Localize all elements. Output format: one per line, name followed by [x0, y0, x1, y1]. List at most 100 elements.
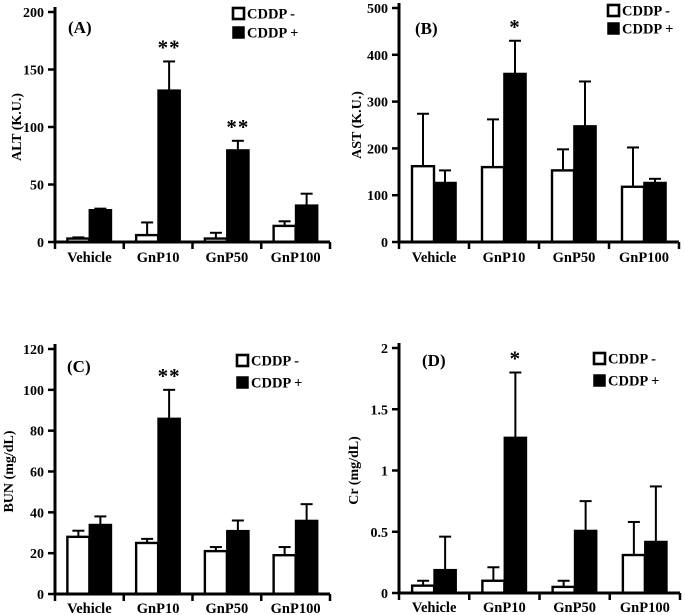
category-label-gnp50: GnP50 [553, 600, 596, 615]
bar-cddp-gnp10 [503, 72, 527, 243]
y-tick-label: 80 [30, 425, 44, 440]
y-tick-label: 200 [23, 6, 44, 21]
category-label-gnp50: GnP50 [206, 601, 249, 615]
panel-letter: (D) [422, 351, 446, 370]
category-label-gnp100: GnP100 [619, 250, 669, 266]
bar-cddp-vehicle [433, 181, 457, 243]
panel-a-alt-chart: Vehicle GnP10 GnP50 GnP100 0 50 100 150 200 ALT (… [0, 0, 342, 300]
chart-svg: Vehicle GnP10 GnP50 GnP100 0 20 40 60 80 100 120 BU… [2, 343, 332, 615]
category-label-vehicle: Vehicle [67, 601, 112, 615]
bar-cddp-gnp10 [157, 417, 181, 595]
legend-label-cddp: CDDP + [247, 26, 298, 42]
bar-cddp-gnp100 [294, 204, 319, 243]
bar-cddp-gnp10 [481, 579, 506, 595]
bar-cddp-gnp10 [480, 165, 506, 244]
y-tick-label: 0.5 [371, 526, 389, 541]
category-label-gnp100: GnP100 [620, 600, 670, 615]
y-tick-label: 150 [23, 64, 44, 79]
legend-swatch-cddp [593, 374, 606, 387]
legend-label-cddp: CDDP + [622, 22, 673, 38]
y-tick-label: 200 [367, 142, 388, 157]
bar-cddp-gnp100 [644, 540, 668, 594]
y-tick-label: 20 [30, 547, 44, 562]
bar-cddp-gnp10 [503, 436, 528, 594]
bar-cddp-gnp100 [620, 185, 646, 244]
bar-cddp-vehicle [66, 535, 91, 596]
chart-svg: Vehicle GnP10 GnP50 GnP100 0 0.5 1 1.5 2 Cr (mg/d… [347, 342, 682, 615]
y-tick-label: 0 [381, 236, 388, 251]
panel-c-bun-chart: Vehicle GnP10 GnP50 GnP100 0 20 40 60 80 100 120 BU… [0, 300, 342, 615]
category-label-gnp100: GnP100 [271, 250, 321, 266]
y-axis-label: AST (K.U.) [350, 91, 365, 159]
y-tick-label: 0 [37, 236, 44, 251]
category-label-gnp10: GnP10 [483, 250, 526, 266]
category-label-gnp50: GnP50 [553, 250, 596, 266]
y-tick-label: 400 [367, 49, 388, 64]
y-tick-label: 0 [37, 588, 44, 603]
y-tick-label: 40 [30, 506, 44, 521]
bar-cddp-gnp50 [203, 549, 229, 596]
legend-label-cddp: CDDP - [247, 7, 295, 23]
bar-cddp-gnp100 [621, 553, 647, 595]
category-label-gnp100: GnP100 [271, 601, 321, 615]
y-tick-label: 0 [381, 587, 388, 602]
legend-swatch-cddp [232, 26, 245, 39]
y-tick-label: 100 [367, 189, 388, 204]
category-label-vehicle: Vehicle [412, 600, 457, 615]
y-tick-label: 1.5 [371, 403, 389, 418]
bar-cddp-gnp50 [226, 149, 250, 243]
panel-d-cr-chart: Vehicle GnP10 GnP50 GnP100 0 0.5 1 1.5 2 Cr (mg/d… [342, 300, 685, 615]
y-tick-label: 2 [381, 342, 388, 357]
legend-label-cddp: CDDP - [251, 354, 299, 370]
y-tick-label: 100 [23, 121, 44, 136]
significance-mark-gnp10: ** [158, 35, 181, 59]
bar-cddp-vehicle [410, 164, 436, 244]
bar-cddp-gnp100 [643, 181, 667, 243]
bar-cddp-gnp100 [272, 224, 297, 244]
legend-swatch-cddp [606, 3, 621, 18]
legend-swatch-cddp [592, 351, 607, 366]
y-tick-label: 500 [367, 2, 388, 17]
significance-mark-gnp10: ** [158, 364, 181, 388]
category-label-gnp10: GnP10 [137, 601, 180, 615]
y-axis-label: Cr (mg/dL) [347, 436, 362, 505]
legend-swatch-cddp [235, 353, 250, 368]
legend-swatch-cddp [236, 376, 249, 389]
bar-cddp-gnp100 [272, 554, 297, 596]
bar-cddp-gnp50 [573, 125, 597, 243]
significance-mark-gnp10: * [509, 15, 521, 39]
category-label-vehicle: Vehicle [67, 250, 112, 266]
panel-letter: (C) [67, 357, 91, 376]
bar-cddp-gnp100 [294, 519, 319, 595]
chart-svg: Vehicle GnP10 GnP50 GnP100 0 50 100 150 200 ALT (… [10, 6, 332, 266]
category-label-gnp50: GnP50 [206, 250, 249, 266]
y-tick-label: 1 [381, 465, 388, 480]
bar-cddp-vehicle [88, 523, 113, 595]
y-tick-label: 100 [23, 384, 44, 399]
category-label-vehicle: Vehicle [412, 250, 457, 266]
legend-label-cddp: CDDP + [251, 376, 302, 392]
y-tick-label: 60 [30, 466, 44, 481]
category-label-gnp10: GnP10 [137, 250, 180, 266]
bar-cddp-gnp50 [573, 529, 598, 594]
legend-swatch-cddp [607, 22, 620, 35]
y-axis-label: ALT (K.U.) [10, 93, 25, 161]
bar-cddp-gnp50 [550, 169, 576, 244]
bar-cddp-gnp10 [157, 89, 181, 243]
y-axis-label: BUN (mg/dL) [2, 430, 17, 512]
significance-mark-gnp50: ** [226, 115, 249, 139]
category-label-gnp10: GnP10 [483, 600, 526, 615]
legend-swatch-cddp [231, 6, 246, 21]
y-tick-label: 120 [23, 343, 44, 358]
bar-cddp-vehicle [433, 568, 457, 594]
legend-label-cddp: CDDP - [608, 352, 656, 368]
bar-cddp-gnp10 [134, 541, 160, 596]
panel-b-ast-chart: Vehicle GnP10 GnP50 GnP100 0 100 200 300 400 500 A… [342, 0, 685, 300]
bar-cddp-gnp50 [226, 529, 250, 595]
bar-cddp-vehicle [88, 209, 113, 243]
y-tick-label: 300 [367, 96, 388, 111]
panel-letter: (B) [415, 19, 438, 38]
panel-letter: (A) [68, 18, 92, 37]
chart-svg: Vehicle GnP10 GnP50 GnP100 0 100 200 300 400 500 A… [350, 2, 681, 266]
